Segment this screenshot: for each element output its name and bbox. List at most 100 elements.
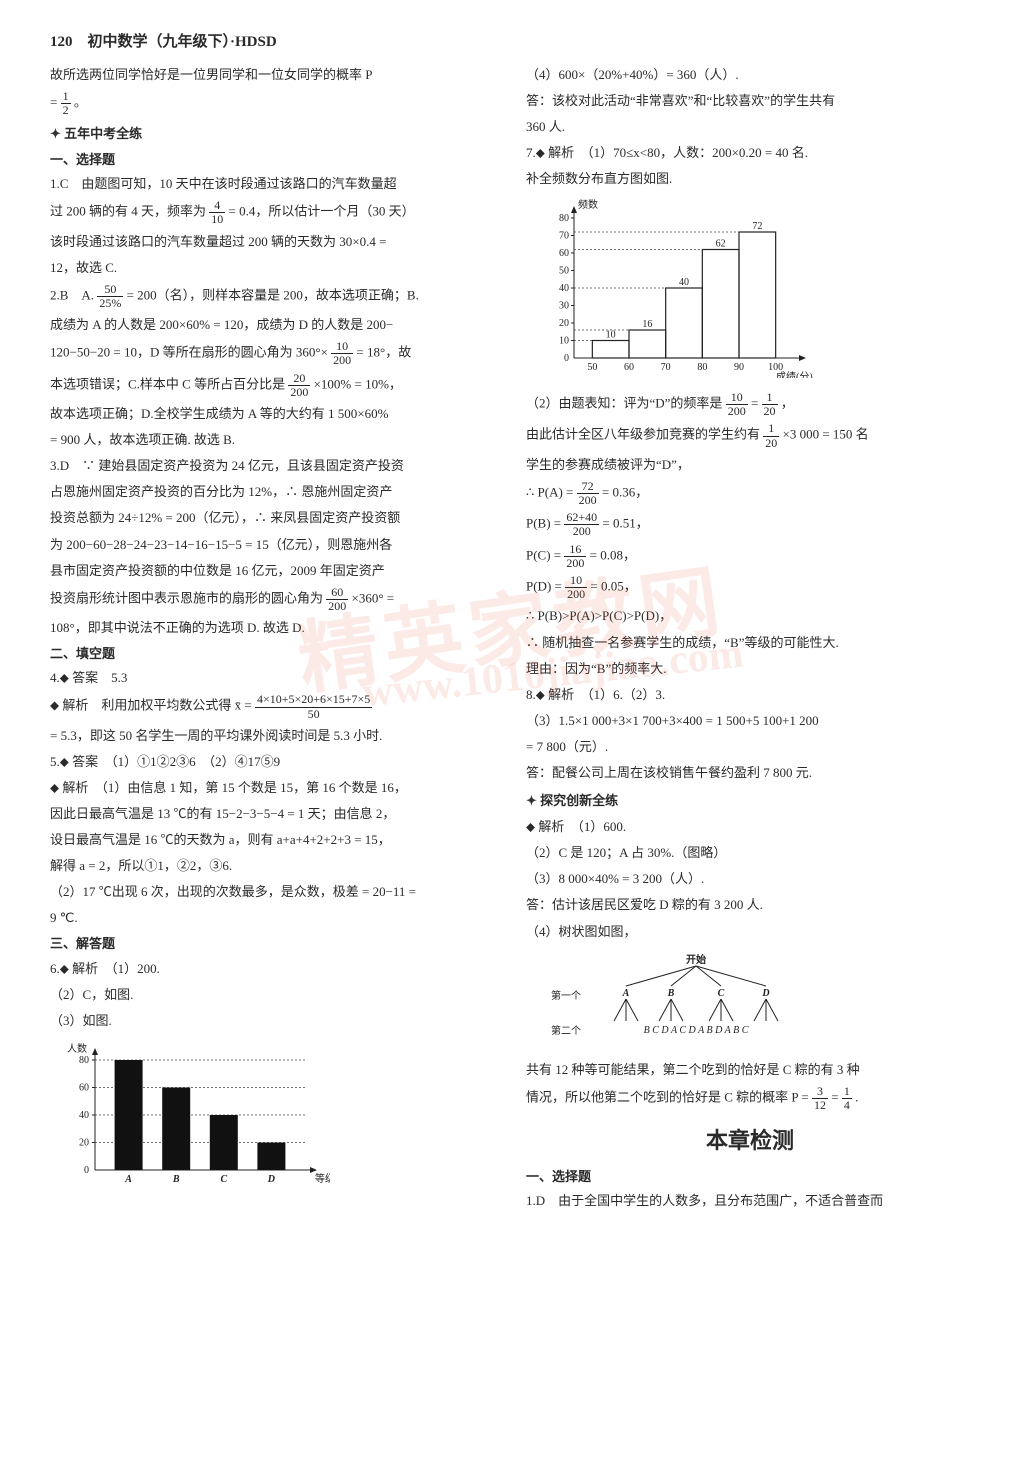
- svg-text:B: B: [172, 1174, 180, 1185]
- text-line: = 5.3，即这 50 名学生一周的平均课外阅读时间是 5.3 小时.: [50, 725, 498, 747]
- segment: ×100% = 10%，: [314, 376, 402, 391]
- fraction: 5025%: [97, 283, 123, 310]
- sub-heading: 一、选择题: [50, 149, 498, 171]
- chapter-heading: 本章检测: [526, 1122, 974, 1159]
- text-line: 7.⬥ 解析 （1）70≤x<80，人数：200×0.20 = 40 名.: [526, 142, 974, 164]
- fraction: 312: [812, 1085, 828, 1112]
- segment: ∴ P(A) =: [526, 485, 577, 500]
- svg-text:D: D: [761, 988, 769, 999]
- segment: 由此估计全区八年级参加竞赛的学生约有: [526, 427, 760, 442]
- text-line: P(C) = 16200 = 0.08，: [526, 543, 974, 570]
- svg-text:等级: 等级: [315, 1172, 330, 1185]
- text-line: 9 ℃.: [50, 907, 498, 929]
- svg-text:C: C: [718, 988, 725, 999]
- svg-text:70: 70: [559, 230, 569, 241]
- histogram-q7: 频数成绩(分)102030405060708001016406272506070…: [526, 198, 826, 378]
- text-line: ∴ 随机抽查一名参赛学生的成绩，“B”等级的可能性大.: [526, 632, 974, 654]
- text-line: 共有 12 种等可能结果，第二个吃到的恰好是 C 粽的有 3 种: [526, 1059, 974, 1081]
- text-line: 答：估计该居民区爱吃 D 粽的有 3 200 人.: [526, 894, 974, 916]
- svg-text:72: 72: [752, 221, 762, 232]
- svg-text:10: 10: [559, 335, 569, 346]
- text-line: 12，故选 C.: [50, 257, 498, 279]
- svg-text:30: 30: [559, 300, 569, 311]
- text-line: ∴ P(A) = 72200 = 0.36，: [526, 480, 974, 507]
- text-line: ⬥ 解析 利用加权平均数公式得 x̄ = 4×10+5×20+6×15+7×55…: [50, 693, 498, 720]
- fraction: 60200: [326, 586, 348, 613]
- segment: 120−50−20 = 10，D 等所在扇形的圆心角为 360°×: [50, 345, 328, 360]
- section-heading: 五年中考全练: [50, 123, 498, 145]
- segment: =: [831, 1089, 842, 1104]
- text-line: 4.⬥ 答案 5.3: [50, 667, 498, 689]
- segment: = 0.36，: [602, 485, 648, 500]
- text-line: 为 200−60−28−24−23−14−16−15−5 = 15（亿元），则恩…: [50, 534, 498, 556]
- segment: 2.B A.: [50, 287, 94, 302]
- text-line: （3）8 000×40% = 3 200（人）.: [526, 868, 974, 890]
- text-line: （3）如图.: [50, 1010, 498, 1032]
- svg-text:开始: 开始: [686, 953, 706, 966]
- left-column: 故所选两位同学恰好是一位男同学和一位女同学的概率 P = 12 。 五年中考全练…: [50, 64, 498, 1216]
- text-line: 投资总额为 24÷12% = 200（亿元），∴ 来凤县固定资产投资额: [50, 507, 498, 529]
- text-line: 8.⬥ 解析 （1）6.（2）3.: [526, 684, 974, 706]
- fraction: 10200: [331, 340, 353, 367]
- fraction: 410: [209, 199, 225, 226]
- svg-text:50: 50: [587, 362, 597, 373]
- svg-text:A: A: [124, 1174, 132, 1185]
- fraction: 14: [842, 1085, 852, 1112]
- text-line: 5.⬥ 答案 （1）①1②2③6 （2）④17⑤9: [50, 751, 498, 773]
- svg-text:0: 0: [564, 353, 569, 364]
- text-line: （2）C，如图.: [50, 984, 498, 1006]
- segment: .: [855, 1089, 858, 1104]
- sub-heading: 二、填空题: [50, 643, 498, 665]
- text-line: 成绩为 A 的人数是 200×60% = 120，成绩为 D 的人数是 200−: [50, 314, 498, 336]
- svg-text:40: 40: [559, 283, 569, 294]
- svg-text:60: 60: [79, 1082, 89, 1093]
- svg-text:50: 50: [559, 265, 569, 276]
- segment: ，: [781, 396, 794, 411]
- svg-text:B: B: [667, 988, 675, 999]
- section-heading: 探究创新全练: [526, 790, 974, 812]
- svg-text:20: 20: [79, 1137, 89, 1148]
- text-line: P(B) = 62+40200 = 0.51，: [526, 511, 974, 538]
- segment: = 200（名），则样本容量是 200，故本选项正确；B.: [127, 287, 419, 302]
- text-line: ∴ P(B)>P(A)>P(C)>P(D)，: [526, 605, 974, 627]
- fraction: 120: [763, 422, 779, 449]
- fraction: 10200: [565, 574, 587, 601]
- text-line: 解得 a = 2，所以①1，②2，③6.: [50, 855, 498, 877]
- text-line: 1.C 由题图可知，10 天中在该时段通过该路口的汽车数量超: [50, 173, 498, 195]
- svg-text:62: 62: [716, 238, 726, 249]
- text-line: 过 200 辆的有 4 天，频率为 410 = 0.4，所以估计一个月（30 天…: [50, 199, 498, 226]
- segment: 本选项错误；C.样本中 C 等所占百分比是: [50, 376, 285, 391]
- fraction: 12: [61, 90, 71, 117]
- svg-text:B C D A C D A B D A B C: B C D A C D A B D A B C: [644, 1025, 749, 1036]
- svg-text:60: 60: [624, 362, 634, 373]
- text-line: 投资扇形统计图中表示恩施市的扇形的圆心角为 60200 ×360° =: [50, 586, 498, 613]
- text-line: 设日最高气温是 16 ℃的天数为 a，则有 a+a+4+2+2+3 = 15，: [50, 829, 498, 851]
- segment: P(B) =: [526, 516, 564, 531]
- segment: = 0.4，所以估计一个月（30 天）: [229, 204, 415, 219]
- text-line: （4）树状图如图，: [526, 921, 974, 943]
- segment: 情况，所以他第二个吃到的恰好是 C 粽的概率 P =: [526, 1089, 812, 1104]
- svg-text:80: 80: [559, 213, 569, 224]
- fraction: 20200: [288, 372, 310, 399]
- svg-text:20: 20: [559, 318, 569, 329]
- text-line: 3.D ∵ 建始县固定资产投资为 24 亿元，且该县固定资产投资: [50, 455, 498, 477]
- text-line: 1.D 由于全国中学生的人数多，且分布范围广，不适合普查而: [526, 1190, 974, 1212]
- text-line: 县市固定资产投资额的中位数是 16 亿元，2009 年固定资产: [50, 560, 498, 582]
- text-line: 情况，所以他第二个吃到的恰好是 C 粽的概率 P = 312 = 14 .: [526, 1085, 974, 1112]
- svg-text:80: 80: [79, 1055, 89, 1066]
- svg-text:16: 16: [642, 319, 652, 330]
- text-line: = 7 800（元）.: [526, 736, 974, 758]
- text-line: 答：该校对此活动“非常喜欢”和“比较喜欢”的学生共有: [526, 90, 974, 112]
- segment: =: [50, 94, 61, 109]
- tree-diagram: 开始第一个第二个ABCDB C D A C D A B D A B C: [526, 951, 826, 1046]
- text-line: 学生的参赛成绩被评为“D”，: [526, 454, 974, 476]
- text-line: ⬥ 解析 （1）由信息 1 知，第 15 个数是 15，第 16 个数是 16，: [50, 777, 498, 799]
- svg-text:60: 60: [559, 248, 569, 259]
- svg-text:第一个: 第一个: [551, 989, 581, 1002]
- svg-text:80: 80: [697, 362, 707, 373]
- text-line: （2）C 是 120；A 占 30%.（图略）: [526, 842, 974, 864]
- fraction: 16200: [564, 543, 586, 570]
- text-line: 本选项错误；C.样本中 C 等所占百分比是 20200 ×100% = 10%，: [50, 372, 498, 399]
- text-line: 补全频数分布直方图如图.: [526, 168, 974, 190]
- segment: = 0.51，: [602, 516, 648, 531]
